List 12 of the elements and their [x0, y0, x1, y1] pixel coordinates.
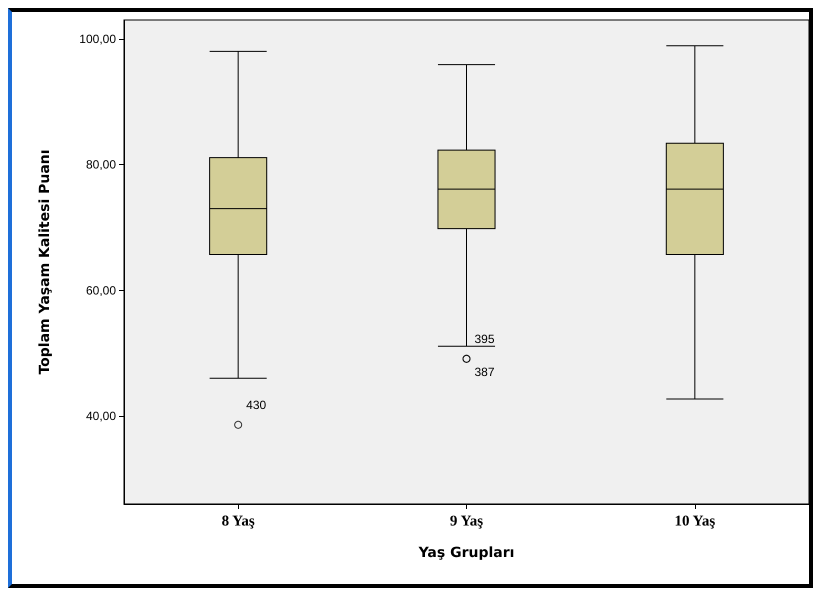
y-tick-label: 80,00	[86, 158, 116, 172]
annotation: 430	[246, 398, 267, 412]
y-tick-label: 100,00	[79, 32, 116, 46]
y-axis-title: Toplam Yaşam Kalitesi Puanı	[37, 149, 53, 375]
annotation: 395	[474, 332, 495, 346]
x-tick-label: 8 Yaş	[222, 514, 255, 530]
x-tick-label: 9 Yaş	[450, 514, 484, 530]
x-tick-label: 10 Yaş	[674, 514, 716, 530]
annotation: 387	[474, 364, 495, 379]
y-tick-label: 60,00	[86, 283, 116, 298]
y-tick-label: 40,00	[86, 409, 116, 423]
x-axis-title: Yaş Grupları	[418, 545, 514, 561]
